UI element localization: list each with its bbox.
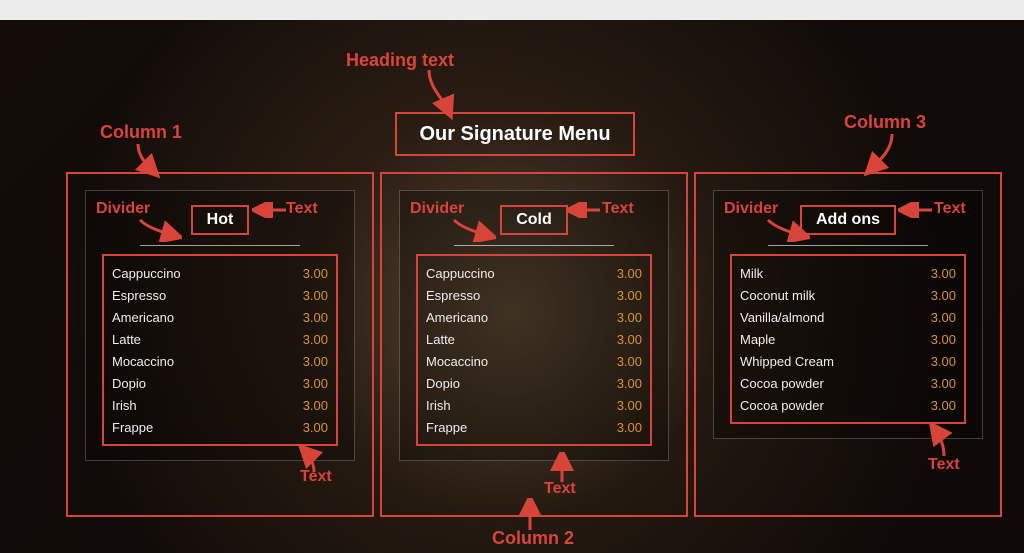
menu-row: Whipped Cream 3.00 — [738, 350, 958, 372]
menu-row: Mocaccino 3.00 — [110, 350, 330, 372]
arrow-col3 — [862, 130, 902, 178]
menu-card-hot: Hot Cappuccino 3.00 Espresso 3.00 American… — [85, 190, 355, 461]
menu-row: Latte 3.00 — [110, 328, 330, 350]
menu-row: Coconut milk 3.00 — [738, 284, 958, 306]
card-divider — [768, 245, 928, 246]
menu-row: Mocaccino 3.00 — [424, 350, 644, 372]
menu-item-price: 3.00 — [931, 332, 956, 347]
menu-row: Americano 3.00 — [424, 306, 644, 328]
card-divider — [140, 245, 300, 246]
menu-item-name: Cappuccino — [112, 266, 181, 281]
menu-item-name: Milk — [740, 266, 763, 281]
menu-item-name: Irish — [112, 398, 137, 413]
menu-row: Dopio 3.00 — [110, 372, 330, 394]
menu-item-price: 3.00 — [303, 420, 328, 435]
menu-item-name: Latte — [426, 332, 455, 347]
menu-item-price: 3.00 — [617, 354, 642, 369]
menu-row: Cocoa powder 3.00 — [738, 372, 958, 394]
menu-item-name: Americano — [426, 310, 488, 325]
menu-item-name: Irish — [426, 398, 451, 413]
window-chrome-strip — [0, 0, 1024, 20]
menu-row: Cappuccino 3.00 — [424, 262, 644, 284]
annotation-col3-label: Column 3 — [844, 112, 926, 133]
menu-row: Cocoa powder 3.00 — [738, 394, 958, 416]
menu-item-name: Latte — [112, 332, 141, 347]
menu-item-name: Maple — [740, 332, 775, 347]
menu-item-price: 3.00 — [617, 332, 642, 347]
card-items-hot: Cappuccino 3.00 Espresso 3.00 Americano 3.0… — [102, 254, 338, 446]
annotation-col2-label: Column 2 — [492, 528, 574, 549]
menu-item-name: Cappuccino — [426, 266, 495, 281]
menu-item-price: 3.00 — [617, 420, 642, 435]
menu-item-price: 3.00 — [931, 354, 956, 369]
annotation-text-label-b: Text — [544, 480, 576, 498]
menu-row: Cappuccino 3.00 — [110, 262, 330, 284]
menu-item-name: Mocaccino — [112, 354, 174, 369]
menu-item-name: Frappe — [112, 420, 153, 435]
menu-row: Espresso 3.00 — [424, 284, 644, 306]
hero-background: Heading text Our Signature Menu Column 1… — [0, 20, 1024, 553]
menu-item-name: Coconut milk — [740, 288, 815, 303]
menu-item-price: 3.00 — [617, 288, 642, 303]
menu-row: Vanilla/almond 3.00 — [738, 306, 958, 328]
card-items-addons: Milk 3.00 Coconut milk 3.00 Vanilla/almond… — [730, 254, 966, 424]
menu-item-price: 3.00 — [931, 288, 956, 303]
card-title-hot: Hot — [191, 205, 250, 235]
card-title-addons: Add ons — [800, 205, 896, 235]
menu-item-price: 3.00 — [931, 376, 956, 391]
page-heading: Our Signature Menu — [419, 123, 610, 146]
menu-item-price: 3.00 — [931, 398, 956, 413]
card-items-cold: Cappuccino 3.00 Espresso 3.00 Americano 3.0… — [416, 254, 652, 446]
menu-item-name: Frappe — [426, 420, 467, 435]
menu-item-name: Vanilla/almond — [740, 310, 824, 325]
menu-row: Frappe 3.00 — [110, 416, 330, 438]
menu-item-name: Cocoa powder — [740, 398, 824, 413]
annotation-text-label-b: Text — [300, 468, 332, 486]
menu-row: Irish 3.00 — [424, 394, 644, 416]
menu-card-cold: Cold Cappuccino 3.00 Espresso 3.00 America… — [399, 190, 669, 461]
menu-row: Irish 3.00 — [110, 394, 330, 416]
card-divider — [454, 245, 614, 246]
menu-item-price: 3.00 — [303, 288, 328, 303]
menu-item-price: 3.00 — [303, 354, 328, 369]
annotation-heading-label: Heading text — [346, 50, 454, 71]
menu-item-price: 3.00 — [303, 310, 328, 325]
menu-item-name: Americano — [112, 310, 174, 325]
menu-item-price: 3.00 — [303, 398, 328, 413]
annotation-col1-label: Column 1 — [100, 122, 182, 143]
menu-item-price: 3.00 — [617, 266, 642, 281]
menu-item-name: Espresso — [426, 288, 480, 303]
menu-item-name: Dopio — [426, 376, 460, 391]
annotation-text-label-b: Text — [928, 456, 960, 474]
menu-item-name: Espresso — [112, 288, 166, 303]
menu-item-name: Mocaccino — [426, 354, 488, 369]
menu-item-price: 3.00 — [617, 398, 642, 413]
arrow-col2 — [510, 498, 550, 538]
menu-item-price: 3.00 — [303, 376, 328, 391]
menu-row: Espresso 3.00 — [110, 284, 330, 306]
menu-row: Americano 3.00 — [110, 306, 330, 328]
menu-item-name: Whipped Cream — [740, 354, 834, 369]
menu-item-price: 3.00 — [617, 310, 642, 325]
card-title-cold: Cold — [500, 205, 568, 235]
menu-item-price: 3.00 — [303, 266, 328, 281]
menu-row: Milk 3.00 — [738, 262, 958, 284]
menu-item-price: 3.00 — [931, 266, 956, 281]
heading-box: Our Signature Menu — [395, 112, 635, 156]
menu-item-name: Cocoa powder — [740, 376, 824, 391]
arrow-heading — [415, 66, 455, 120]
menu-card-addons: Add ons Milk 3.00 Coconut milk 3.00 Vanill… — [713, 190, 983, 439]
menu-item-name: Dopio — [112, 376, 146, 391]
menu-item-price: 3.00 — [617, 376, 642, 391]
menu-row: Frappe 3.00 — [424, 416, 644, 438]
menu-item-price: 3.00 — [931, 310, 956, 325]
menu-row: Latte 3.00 — [424, 328, 644, 350]
menu-item-price: 3.00 — [303, 332, 328, 347]
arrow-col1 — [128, 140, 168, 180]
menu-row: Dopio 3.00 — [424, 372, 644, 394]
menu-row: Maple 3.00 — [738, 328, 958, 350]
